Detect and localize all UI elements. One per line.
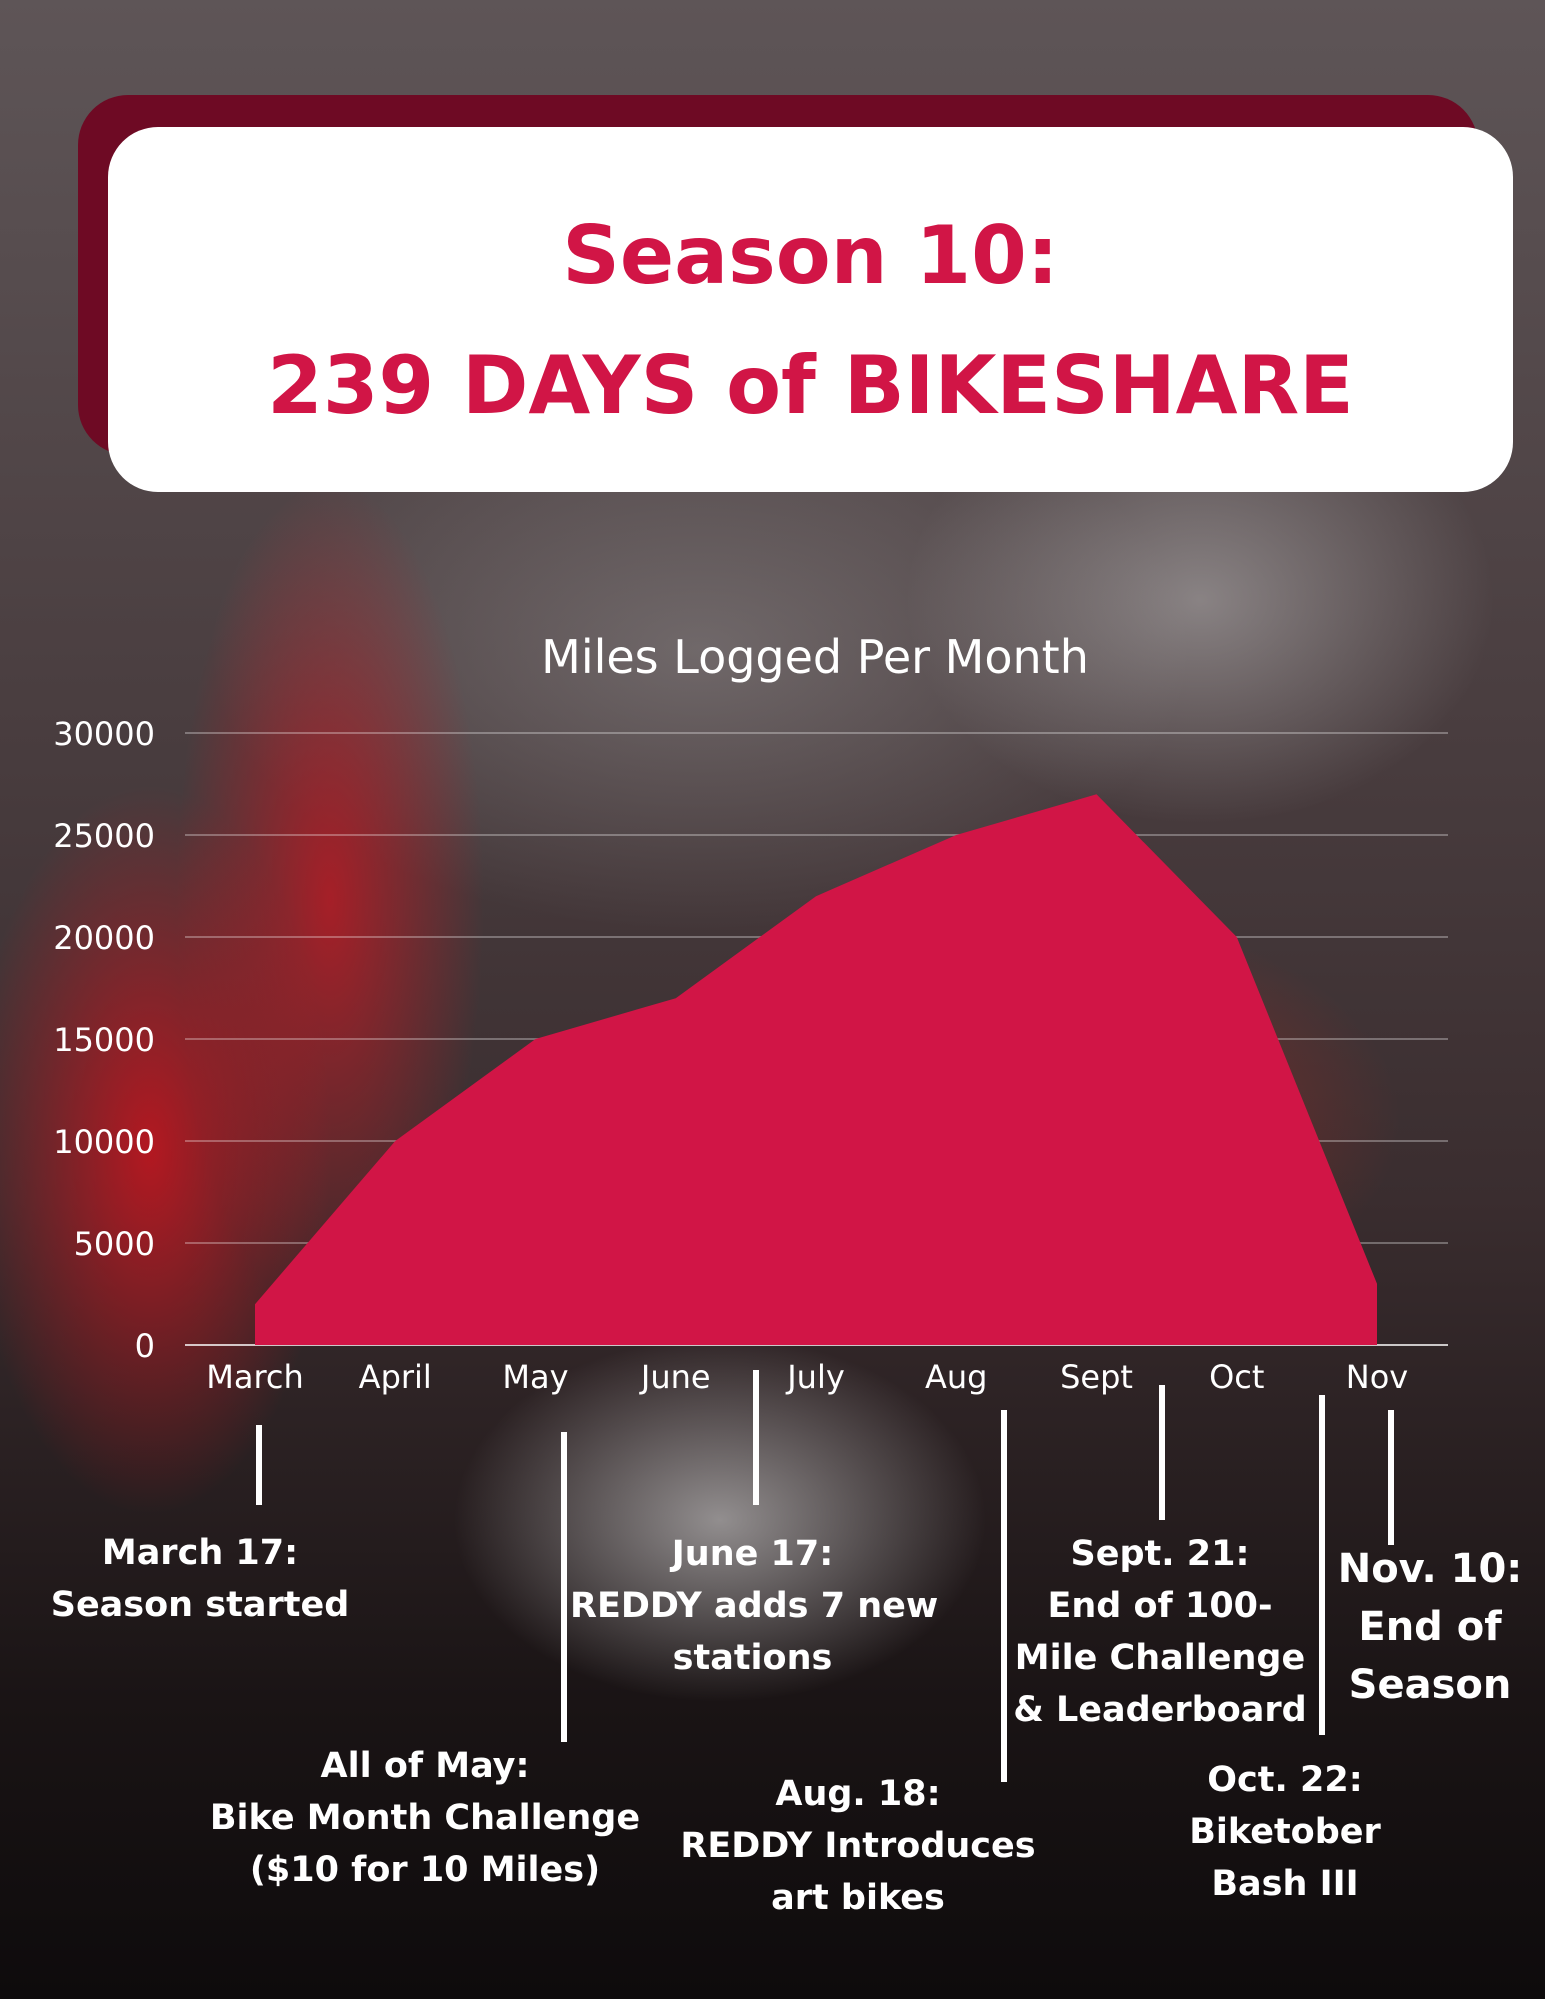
annotation-march-line-1: March 17: — [101, 1533, 299, 1573]
march-callout-line — [256, 1425, 262, 1505]
oct-callout-line — [1319, 1395, 1325, 1735]
x-tick-label-aug: Aug — [925, 1358, 987, 1396]
x-tick-label-nov: Nov — [1346, 1358, 1408, 1396]
annotation-aug-line-2: REDDY Introduces — [680, 1826, 1036, 1866]
annotation-march: March 17: Season started — [40, 1527, 360, 1631]
title-line-1: Season 10: — [562, 209, 1059, 302]
annotation-oct: Oct. 22: Biketober Bash III — [1160, 1754, 1410, 1910]
x-tick-label-may: May — [502, 1358, 568, 1396]
annotation-june-line-2: REDDY adds 7 new — [570, 1586, 939, 1626]
x-tick-label-april: April — [359, 1358, 432, 1396]
x-tick-label-oct: Oct — [1209, 1358, 1264, 1396]
area-series — [255, 794, 1377, 1345]
annotation-june-line-1: June 17: — [671, 1534, 834, 1574]
annotation-sept: Sept. 21: End of 100- Mile Challenge & L… — [1010, 1528, 1310, 1736]
x-tick-label-march: March — [206, 1358, 304, 1396]
y-tick-label-30000: 30000 — [53, 715, 155, 753]
title-line-2: 239 DAYS of BIKESHARE — [267, 339, 1354, 432]
nov-callout-line — [1388, 1410, 1394, 1545]
y-tick-label-25000: 25000 — [53, 817, 155, 855]
annotation-june-line-3: stations — [672, 1638, 833, 1678]
y-tick-label-0: 0 — [135, 1327, 155, 1365]
y-tick-label-15000: 15000 — [53, 1021, 155, 1059]
y-axis-tick-labels: 0 5000 10000 15000 20000 25000 30000 — [53, 715, 155, 1365]
may-callout-line — [561, 1432, 567, 1742]
annotation-aug-line-3: art bikes — [771, 1878, 945, 1918]
annotation-aug: Aug. 18: REDDY Introduces art bikes — [678, 1768, 1038, 1924]
annotation-nov: Nov. 10: End of Season — [1330, 1540, 1530, 1714]
annotation-sept-line-3: Mile Challenge — [1014, 1638, 1306, 1678]
annotation-sept-line-2: End of 100- — [1047, 1586, 1273, 1626]
chart-title: Miles Logged Per Month — [541, 630, 1089, 684]
june-callout-line — [753, 1370, 759, 1505]
annotation-sept-line-1: Sept. 21: — [1070, 1534, 1250, 1574]
annotation-oct-line-1: Oct. 22: — [1207, 1760, 1363, 1800]
annotation-oct-line-2: Biketober — [1189, 1812, 1381, 1852]
annotation-nov-line-1: Nov. 10: — [1337, 1546, 1523, 1592]
y-tick-label-5000: 5000 — [74, 1225, 155, 1263]
aug-callout-line — [1001, 1410, 1007, 1782]
annotation-june: June 17: REDDY adds 7 new stations — [570, 1528, 939, 1684]
annotation-aug-line-1: Aug. 18: — [775, 1774, 941, 1814]
x-tick-label-sept: Sept — [1060, 1358, 1133, 1396]
x-tick-label-july: July — [785, 1358, 845, 1396]
sept-callout-line — [1159, 1385, 1165, 1520]
annotation-march-line-2: Season started — [50, 1585, 350, 1625]
annotation-sept-line-4: & Leaderboard — [1013, 1690, 1307, 1730]
annotation-may-line-1: All of May: — [320, 1746, 530, 1786]
x-axis-tick-labels: March April May June July Aug Sept Oct Nov — [206, 1358, 1408, 1396]
y-tick-label-10000: 10000 — [53, 1123, 155, 1161]
annotation-may-line-2: Bike Month Challenge — [209, 1798, 641, 1838]
annotation-oct-line-3: Bash III — [1211, 1864, 1359, 1904]
y-tick-label-20000: 20000 — [53, 919, 155, 957]
annotation-nov-line-3: Season — [1348, 1662, 1512, 1708]
annotation-may: All of May: Bike Month Challenge ($10 fo… — [205, 1740, 645, 1896]
x-tick-label-june: June — [639, 1358, 711, 1396]
title-card: Season 10: 239 DAYS of BIKESHARE — [108, 127, 1513, 492]
annotation-may-line-3: ($10 for 10 Miles) — [249, 1850, 601, 1890]
annotation-nov-line-2: End of — [1358, 1604, 1502, 1650]
